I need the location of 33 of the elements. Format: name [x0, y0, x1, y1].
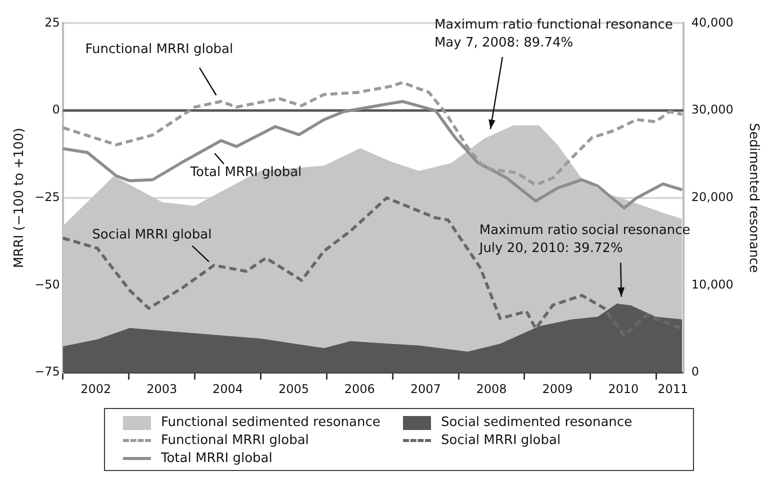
- x-tick-label: 2009: [542, 382, 573, 396]
- annotation: Maximum ratio functional resonance May 7, 2008: 89.74%: [434, 17, 673, 50]
- y-axis-title: MRRI (−100 to +100): [12, 128, 28, 268]
- x-tick-label: 2007: [410, 382, 441, 396]
- x-tick-label: 2010: [608, 382, 639, 396]
- y-tick-label: −25: [34, 190, 60, 204]
- y2-tick-label: 40,000: [691, 15, 734, 30]
- legend-label: Functional MRRI global: [161, 433, 309, 448]
- legend-label: Functional sedimented resonance: [161, 415, 380, 430]
- annotation: Social MRRI global: [92, 228, 212, 243]
- y2-tick-label: 10,000: [691, 277, 734, 292]
- x-tick-label: 2002: [80, 382, 112, 396]
- x-tick-label: 2004: [212, 382, 244, 396]
- legend-label: Social MRRI global: [441, 433, 561, 448]
- y-tick-label: 0: [52, 102, 60, 117]
- annotation: Functional MRRI global: [85, 42, 234, 57]
- annotation: Maximum ratio social resonance July 20, 2010: 39.72%: [478, 223, 690, 256]
- y2-tick-label: 30,000: [691, 102, 734, 117]
- y-tick-label: 25: [44, 15, 60, 30]
- y2-axis-title: Sedimented resonance: [746, 122, 761, 273]
- legend-label: Social sedimented resonance: [441, 415, 632, 430]
- y2-tick-label: 0: [691, 364, 700, 379]
- x-tick-label: 2008: [476, 382, 507, 396]
- y-tick-label: −75: [34, 364, 60, 379]
- line-series: [62, 81, 684, 186]
- x-tick-label: 2005: [278, 382, 309, 396]
- legend-label: Total MRRI global: [161, 451, 272, 466]
- x-tick-label: 2011: [658, 382, 688, 396]
- x-tick-label: 2006: [344, 382, 375, 396]
- y-tick-label: −50: [34, 277, 60, 292]
- x-tick-label: 2003: [146, 382, 178, 396]
- y2-tick-label: 20,000: [691, 190, 734, 204]
- annotation: Total MRRI global: [189, 165, 302, 180]
